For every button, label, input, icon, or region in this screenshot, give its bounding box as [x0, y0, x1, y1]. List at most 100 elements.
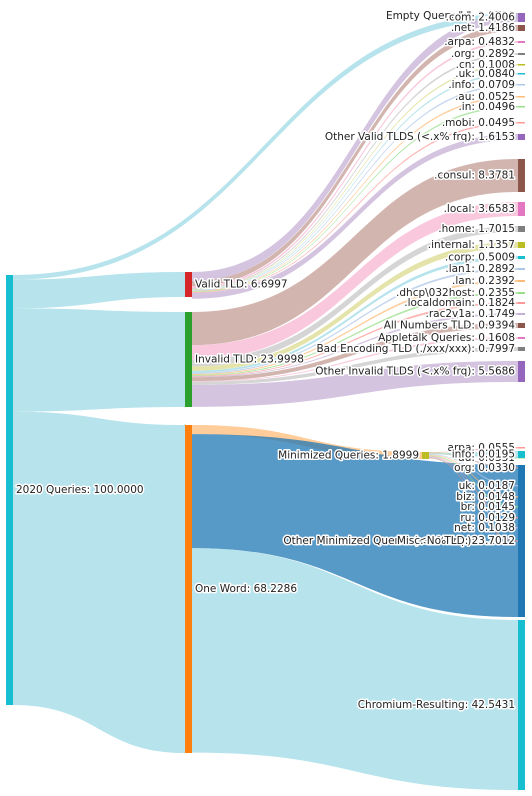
label-net: .net: 1.4186: [451, 22, 516, 34]
link-invalid-lan: [192, 280, 518, 375]
label-internal: .internal: 1.1357: [428, 239, 515, 251]
link-minimized-m_ru: [429, 456, 518, 519]
node-mobi: [518, 122, 525, 124]
link-invalid-lan1: [192, 268, 518, 375]
label-appletalk: Appletalk Queries: 0.1608: [378, 332, 515, 344]
link-minimized-m_net: [429, 456, 518, 529]
label-valid: Valid TLD: 6.6997: [195, 279, 288, 291]
label-home: .home: 1.7015: [438, 223, 515, 235]
label-com: .com: 2.4006: [446, 12, 516, 24]
node-localdomain: [518, 302, 525, 304]
node-misc: [518, 465, 525, 617]
node-appletalk: [518, 337, 525, 339]
label-m_info: info: 0.0195: [452, 449, 515, 461]
label-m_ru: ru: 0.0129: [460, 512, 515, 524]
link-invalid-appletalk: [192, 337, 518, 382]
node-chromium: [518, 620, 525, 790]
label-in: .in: 0.0496: [458, 101, 515, 113]
link-invalid-allnum: [192, 323, 518, 382]
node-com: [518, 13, 525, 22]
node-m_info: [518, 451, 525, 458]
label-local: .local: 3.6583: [444, 203, 515, 215]
link-minimized-m_uk: [429, 454, 518, 487]
label-badenc: Bad Encoding TLD (./xxx/xxx): 0.7997: [316, 343, 515, 355]
node-in: [518, 106, 525, 108]
link-minimized-m_other: [429, 457, 518, 542]
node-uk: [518, 73, 525, 75]
sankey-links: [13, 13, 518, 790]
label-oneword: One Word: 68.2286: [195, 583, 297, 595]
node-othervalid: [518, 134, 525, 140]
node-internal: [518, 242, 525, 248]
link-valid-au: [192, 96, 518, 292]
link-valid-cn: [192, 64, 518, 290]
link-valid-mobi: [192, 122, 518, 293]
link-valid-net: [192, 25, 518, 287]
node-net: [518, 25, 525, 31]
node-oneword: [185, 425, 192, 753]
label-dhcp: .dhcp\032host: 0.2355: [396, 287, 515, 299]
label-mobi: .mobi: 0.0495: [442, 117, 515, 129]
link-valid-in: [192, 106, 518, 293]
node-rac2v1a: [518, 313, 525, 315]
label-m_biz: biz: 0.0148: [456, 491, 515, 503]
label-allnum: All Numbers TLD: 0.9394: [384, 320, 516, 332]
link-oneword-chromium: [192, 548, 518, 790]
label-m_net: net: 0.1038: [454, 522, 515, 534]
label-m_uk: uk: 0.0187: [459, 480, 515, 492]
node-m_arpa: [518, 447, 525, 449]
label-othervalid: Other Valid TLDS (<.x% frq): 1.6153: [325, 131, 515, 143]
node-root: [6, 275, 13, 705]
link-minimized-m_org: [429, 453, 518, 469]
link-minimized-m_biz: [429, 455, 518, 498]
sankey-nodes: [6, 13, 525, 790]
node-local: [518, 202, 525, 216]
link-invalid-badenc: [192, 347, 518, 385]
link-valid-othervalid: [192, 134, 518, 299]
label-misc: Misc. No TLD: 23.7012: [397, 535, 515, 547]
label-lan: .lan: 0.2392: [452, 275, 515, 287]
link-root-empty: [13, 13, 518, 280]
label-chromium: Chromium-Resulting: 42.5431: [358, 699, 515, 711]
link-invalid-rac2v1a: [192, 313, 518, 378]
node-org: [518, 53, 525, 55]
link-valid-org: [192, 53, 518, 290]
link-root-valid: [13, 272, 185, 309]
link-oneword-misc: [192, 434, 518, 617]
label-m_arpa: arpa: 0.0555: [448, 442, 515, 454]
node-badenc: [518, 347, 525, 351]
label-m_other: Other Minimized Queries(<.x% frq.): 0.28…: [283, 535, 515, 547]
label-consul: .consul: 8.3781: [434, 170, 515, 182]
label-corp: .corp: 0.5009: [445, 252, 515, 264]
node-au: [518, 96, 525, 98]
link-root-oneword: [13, 411, 185, 753]
link-minimized-m_info: [429, 451, 518, 458]
link-invalid-dhcp: [192, 292, 518, 376]
node-valid: [185, 272, 192, 297]
label-rac2v1a: .rac2v1a: 0.1749: [426, 308, 516, 320]
node-dhcp: [518, 292, 525, 294]
node-consul: [518, 159, 525, 192]
link-invalid-consul: [192, 159, 518, 346]
link-invalid-otherinvalid: [192, 361, 518, 407]
link-minimized-m_arpa: [429, 447, 518, 453]
label-m_org: org: 0.0330: [454, 462, 515, 474]
label-org: .org: 0.2892: [451, 48, 515, 60]
node-corp: [518, 256, 525, 259]
label-uk: .uk: 0.0840: [455, 68, 515, 80]
label-arpa: .arpa: 0.4832: [444, 36, 515, 48]
link-valid-arpa: [192, 41, 518, 289]
link-invalid-home: [192, 226, 518, 367]
node-info: [518, 84, 525, 86]
node-invalid: [185, 312, 192, 407]
link-valid-com: [192, 13, 518, 281]
node-minimized: [422, 452, 429, 459]
label-minimized: Minimized Queries: 1.8999: [278, 450, 419, 462]
label-lan1: .lan1: 0.2892: [445, 263, 515, 275]
node-cn: [518, 64, 525, 66]
node-otherinvalid: [518, 361, 525, 382]
link-minimized-m_br: [429, 455, 518, 508]
label-au: .au: 0.0525: [455, 91, 515, 103]
sankey-labels: 2020 Queries: 100.0000 Valid TLD: 6.6997 I…: [15, 9, 517, 713]
